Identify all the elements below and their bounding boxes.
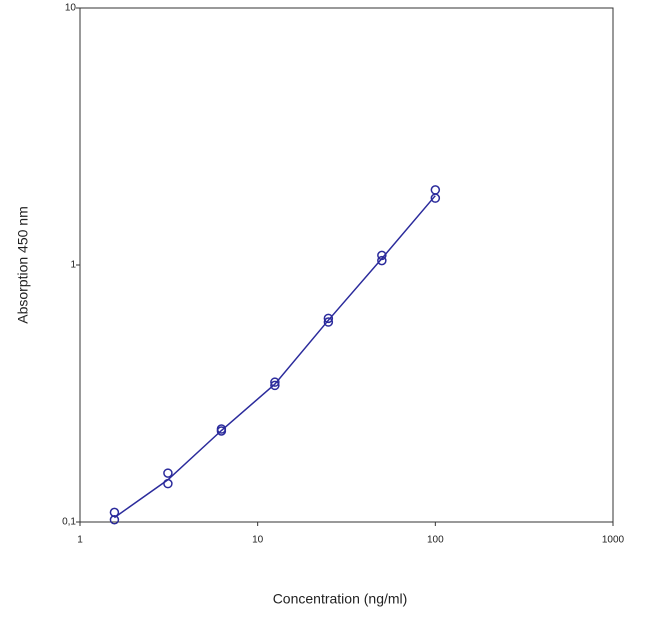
x-tick-label: 100	[427, 535, 444, 546]
plot-frame	[79, 7, 614, 523]
data-point	[270, 377, 280, 387]
data-point	[109, 515, 120, 525]
y-tick-label: 0,1	[62, 517, 76, 528]
data-point	[270, 380, 280, 391]
y-axis-title: Absorption 450 nm	[15, 206, 31, 324]
data-point	[163, 468, 173, 478]
data-point	[430, 185, 441, 195]
x-tick-label: 10	[252, 535, 264, 546]
data-point	[323, 313, 334, 324]
data-point	[430, 193, 441, 203]
data-point	[216, 426, 227, 436]
data-point	[377, 255, 387, 266]
data-point	[377, 250, 387, 261]
x-tick-label: 1000	[602, 535, 625, 546]
y-tick-label: 1	[70, 260, 76, 271]
data-point	[163, 478, 173, 489]
data-point	[323, 317, 334, 327]
x-tick-label: 1	[77, 535, 83, 546]
x-axis-title: Concentration (ng/ml)	[273, 591, 408, 607]
fit-curve	[113, 195, 436, 519]
y-tick-label: 10	[65, 3, 77, 14]
